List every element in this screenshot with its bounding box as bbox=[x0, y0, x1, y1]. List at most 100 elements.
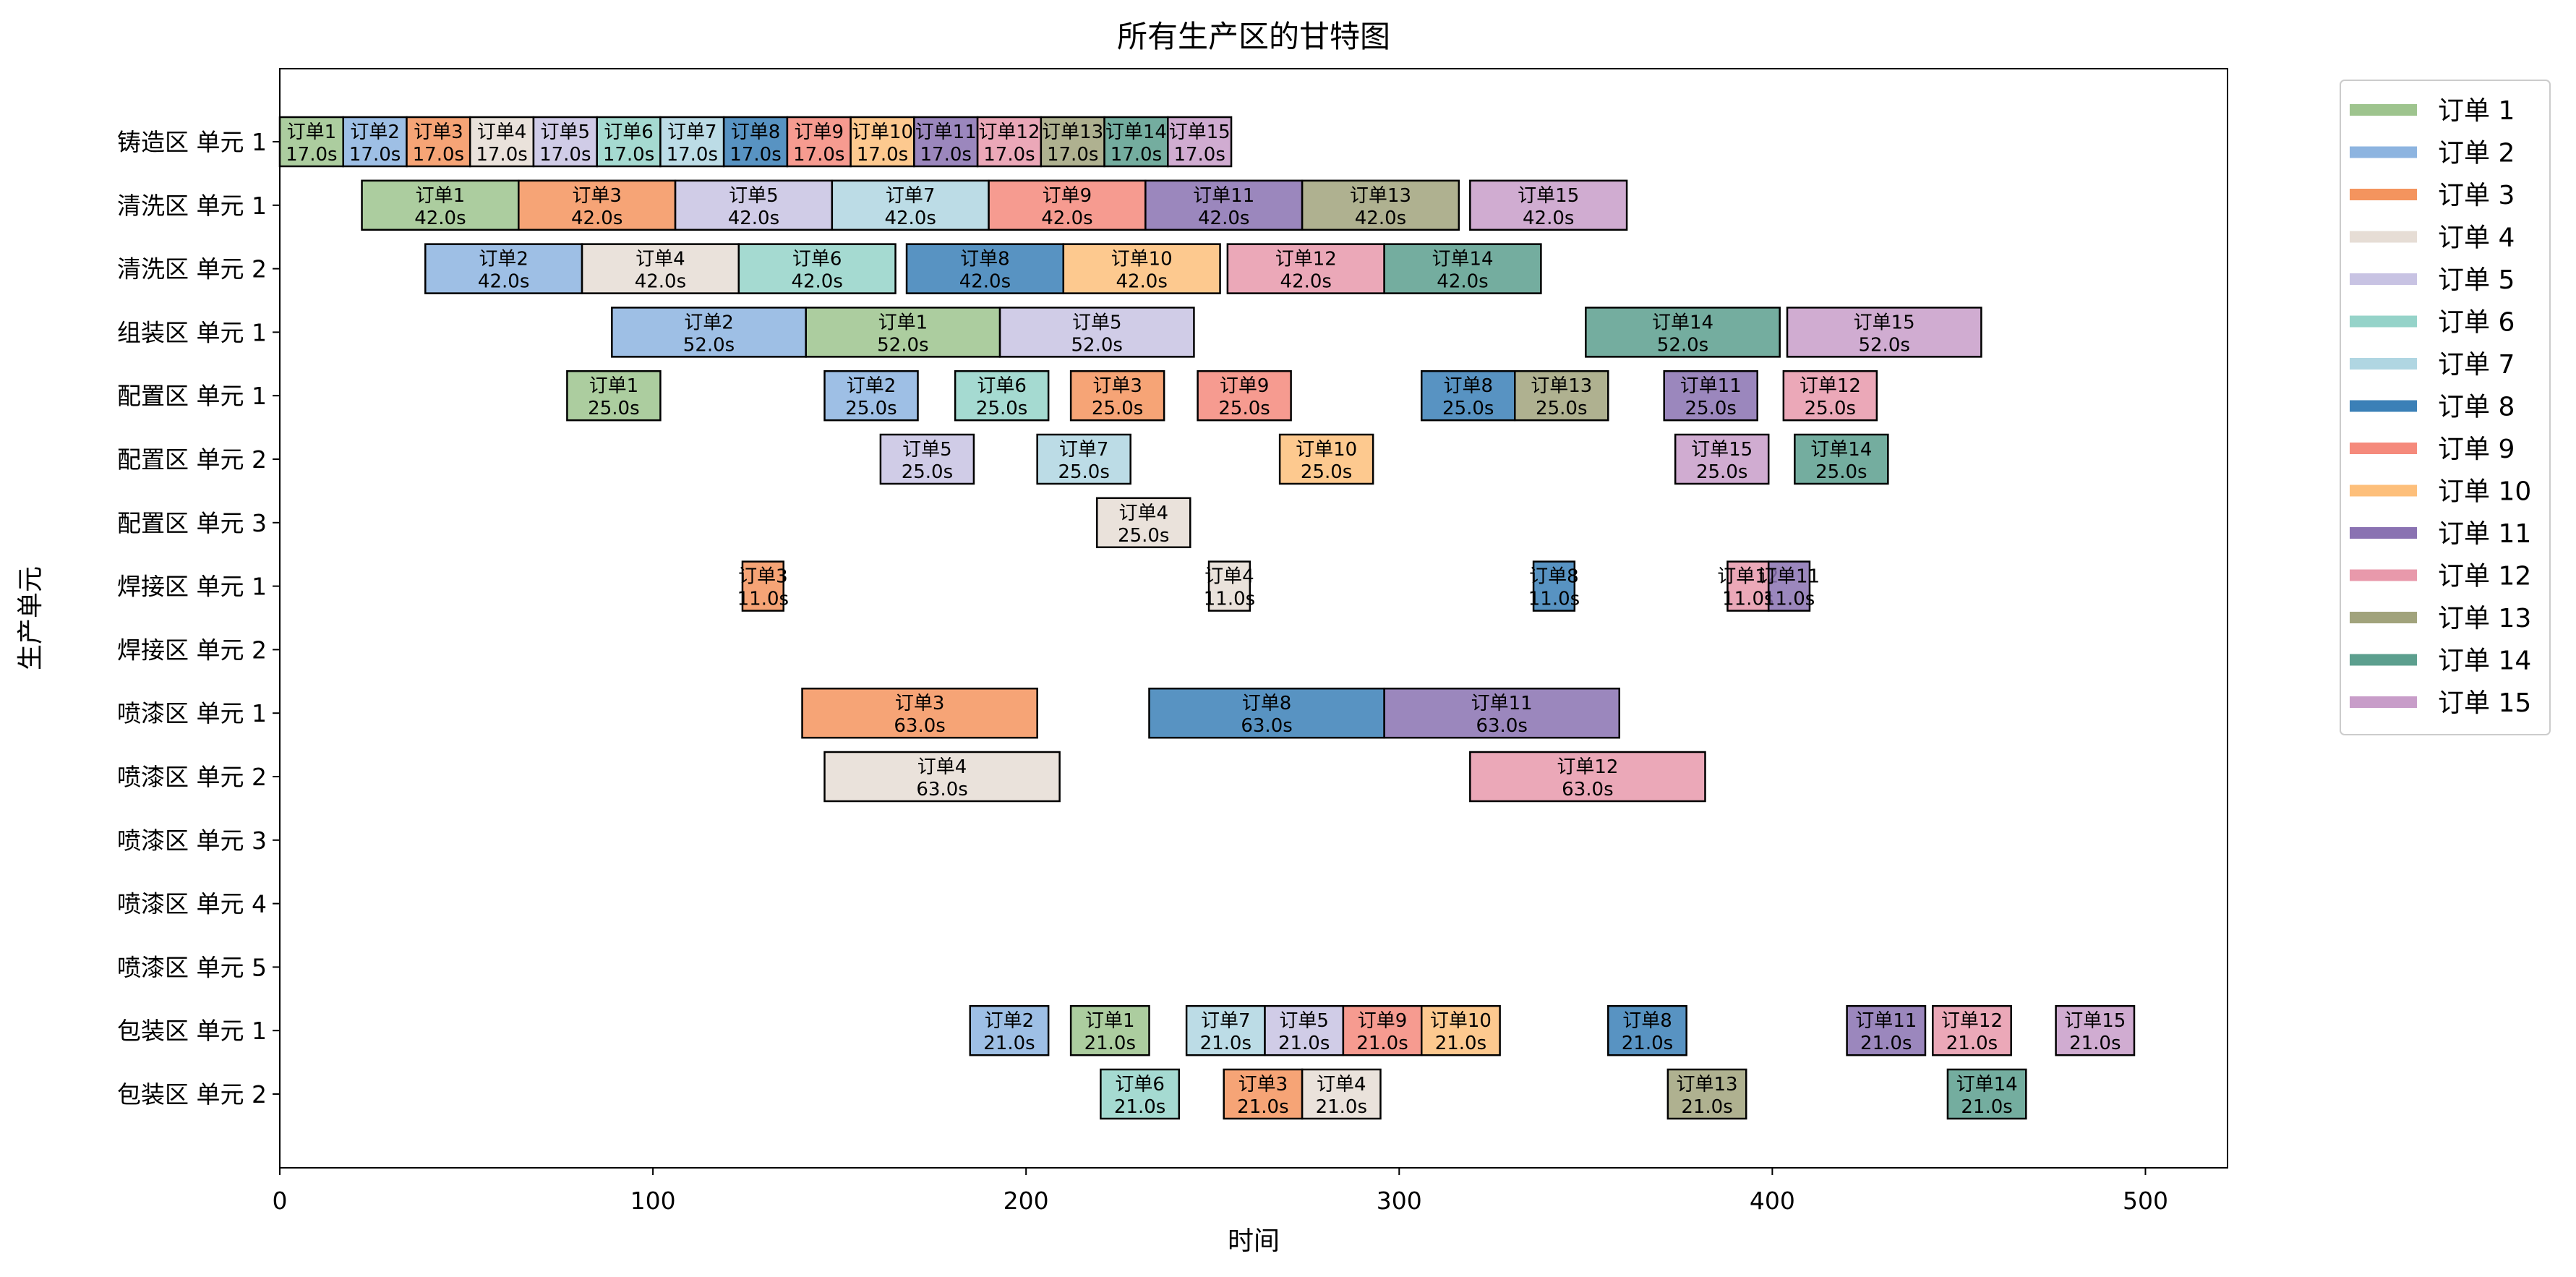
gantt-bar bbox=[1420, 1004, 1501, 1056]
bar-order-label: 订单3 bbox=[895, 693, 945, 714]
legend-entry-label: 订单 10 bbox=[2438, 477, 2531, 507]
bar-duration-label: 21.0s bbox=[1278, 1033, 1330, 1054]
legend-entry-label: 订单 8 bbox=[2438, 393, 2515, 422]
bar-duration-label: 21.0s bbox=[1961, 1096, 2012, 1118]
bar-order-label: 订单13 bbox=[1677, 1074, 1738, 1096]
gantt-bar bbox=[1342, 1004, 1423, 1056]
bar-duration-label: 42.0s bbox=[571, 208, 622, 229]
gantt-bar bbox=[1207, 560, 1251, 612]
bar-order-label: 订单5 bbox=[729, 185, 779, 207]
bar-order-label: 订单15 bbox=[1854, 312, 1915, 333]
bar-order-label: 订单9 bbox=[1358, 1010, 1408, 1032]
bar-order-label: 订单5 bbox=[902, 439, 952, 461]
gantt-bar bbox=[566, 370, 662, 422]
legend-entry-label: 订单 5 bbox=[2438, 265, 2515, 295]
bar-order-label: 订单13 bbox=[1531, 375, 1592, 397]
gantt-bar bbox=[2055, 1004, 2136, 1056]
y-tick-label: 组装区 单元 1 bbox=[117, 318, 267, 346]
y-tick-label: 包装区 单元 1 bbox=[117, 1017, 267, 1045]
bar-order-label: 订单3 bbox=[414, 121, 463, 143]
bar-order-label: 订单4 bbox=[1317, 1074, 1366, 1096]
bar-order-label: 订单8 bbox=[731, 121, 781, 143]
bar-duration-label: 42.0s bbox=[959, 271, 1011, 293]
bar-order-label: 订单6 bbox=[604, 121, 654, 143]
gantt-bar bbox=[1767, 560, 1811, 612]
gantt-bar bbox=[518, 179, 677, 231]
y-tick-label: 清洗区 单元 1 bbox=[117, 192, 267, 220]
bar-duration-label: 42.0s bbox=[791, 271, 842, 293]
bar-order-label: 订单3 bbox=[738, 566, 788, 588]
gantt-bar bbox=[1301, 179, 1460, 231]
legend-entry-label: 订单 6 bbox=[2438, 308, 2515, 338]
bar-order-label: 订单5 bbox=[1279, 1010, 1329, 1032]
gantt-bar bbox=[1100, 1068, 1181, 1120]
x-tick-label: 100 bbox=[630, 1187, 676, 1215]
x-axis: 0 100 200 300 400 500 bbox=[273, 1168, 2168, 1215]
gantt-bar bbox=[823, 370, 919, 422]
legend-entry-label: 订单 2 bbox=[2438, 139, 2515, 168]
gantt-bar bbox=[722, 116, 789, 168]
bar-order-label: 订单11 bbox=[1855, 1010, 1917, 1032]
bar-duration-label: 25.0s bbox=[1536, 398, 1587, 419]
gantt-bar bbox=[1148, 687, 1385, 739]
bar-duration-label: 21.0s bbox=[1946, 1033, 1998, 1054]
gantt-bar bbox=[1666, 1068, 1747, 1120]
bar-order-label: 订单3 bbox=[572, 185, 622, 207]
bar-order-label: 订单10 bbox=[1296, 439, 1357, 461]
bar-duration-label: 42.0s bbox=[1523, 208, 1574, 229]
bar-duration-label: 21.0s bbox=[1860, 1033, 1912, 1054]
bar-duration-label: 25.0s bbox=[1301, 461, 1352, 483]
bar-order-label: 订单14 bbox=[1652, 312, 1713, 333]
gantt-bar bbox=[1069, 1004, 1150, 1056]
gantt-bar bbox=[361, 179, 520, 231]
gantt-bar bbox=[1469, 751, 1706, 803]
bar-duration-label: 11.0s bbox=[737, 589, 789, 610]
gantt-bar bbox=[1167, 116, 1233, 168]
bar-duration-label: 17.0s bbox=[729, 144, 781, 166]
bar-order-label: 订单7 bbox=[1059, 439, 1109, 461]
bar-duration-label: 11.0s bbox=[1204, 589, 1255, 610]
bar-duration-label: 25.0s bbox=[845, 398, 897, 419]
gantt-bar bbox=[1420, 370, 1516, 422]
legend-entry-label: 订单 9 bbox=[2438, 435, 2515, 464]
x-tick-label: 200 bbox=[1004, 1187, 1049, 1215]
bar-duration-label: 17.0s bbox=[667, 144, 718, 166]
bar-order-label: 订单12 bbox=[1557, 756, 1618, 778]
bar-duration-label: 42.0s bbox=[1198, 208, 1249, 229]
bar-order-label: 订单14 bbox=[1105, 121, 1167, 143]
bar-order-label: 订单5 bbox=[541, 121, 591, 143]
bar-duration-label: 21.0s bbox=[1622, 1033, 1673, 1054]
gantt-bar bbox=[969, 1004, 1050, 1056]
gantt-bar bbox=[1095, 497, 1191, 549]
bar-duration-label: 11.0s bbox=[1763, 589, 1815, 610]
gantt-bar bbox=[1383, 687, 1621, 739]
gantt-bar bbox=[1726, 560, 1770, 612]
bar-order-label: 订单2 bbox=[985, 1010, 1035, 1032]
bar-order-label: 订单13 bbox=[1350, 185, 1411, 207]
bar-duration-label: 21.0s bbox=[2069, 1033, 2121, 1054]
gantt-bar bbox=[611, 307, 807, 358]
x-tick-label: 0 bbox=[273, 1187, 288, 1215]
bar-order-label: 订单8 bbox=[1242, 693, 1292, 714]
y-tick-label: 配置区 单元 2 bbox=[117, 445, 267, 474]
legend: 订单 1 订单 2 订单 3 订单 4 订单 5 订单 6 订单 7 订单 8 订单 9 订单 1… bbox=[2340, 80, 2551, 735]
bar-duration-label: 25.0s bbox=[902, 461, 953, 483]
bar-duration-label: 17.0s bbox=[1111, 144, 1162, 166]
y-tick-label: 喷漆区 单元 2 bbox=[117, 763, 267, 791]
bar-duration-label: 21.0s bbox=[1114, 1096, 1165, 1118]
bar-duration-label: 25.0s bbox=[1092, 398, 1143, 419]
bar-order-label: 订单12 bbox=[1800, 375, 1861, 397]
gantt-bar bbox=[1794, 433, 1889, 485]
bar-duration-label: 17.0s bbox=[920, 144, 972, 166]
gantt-bar bbox=[1514, 370, 1609, 422]
gantt-bar bbox=[1846, 1004, 1927, 1056]
y-tick-label: 铸造区 单元 1 bbox=[117, 128, 267, 156]
bar-order-label: 订单3 bbox=[1238, 1074, 1288, 1096]
gantt-bar bbox=[1062, 243, 1221, 294]
bar-duration-label: 25.0s bbox=[1118, 525, 1169, 547]
bar-duration-label: 25.0s bbox=[588, 398, 639, 419]
gantt-bar bbox=[998, 307, 1195, 358]
bar-duration-label: 25.0s bbox=[1805, 398, 1856, 419]
bar-order-label: 订单11 bbox=[1758, 566, 1820, 588]
gantt-bar bbox=[1036, 433, 1131, 485]
